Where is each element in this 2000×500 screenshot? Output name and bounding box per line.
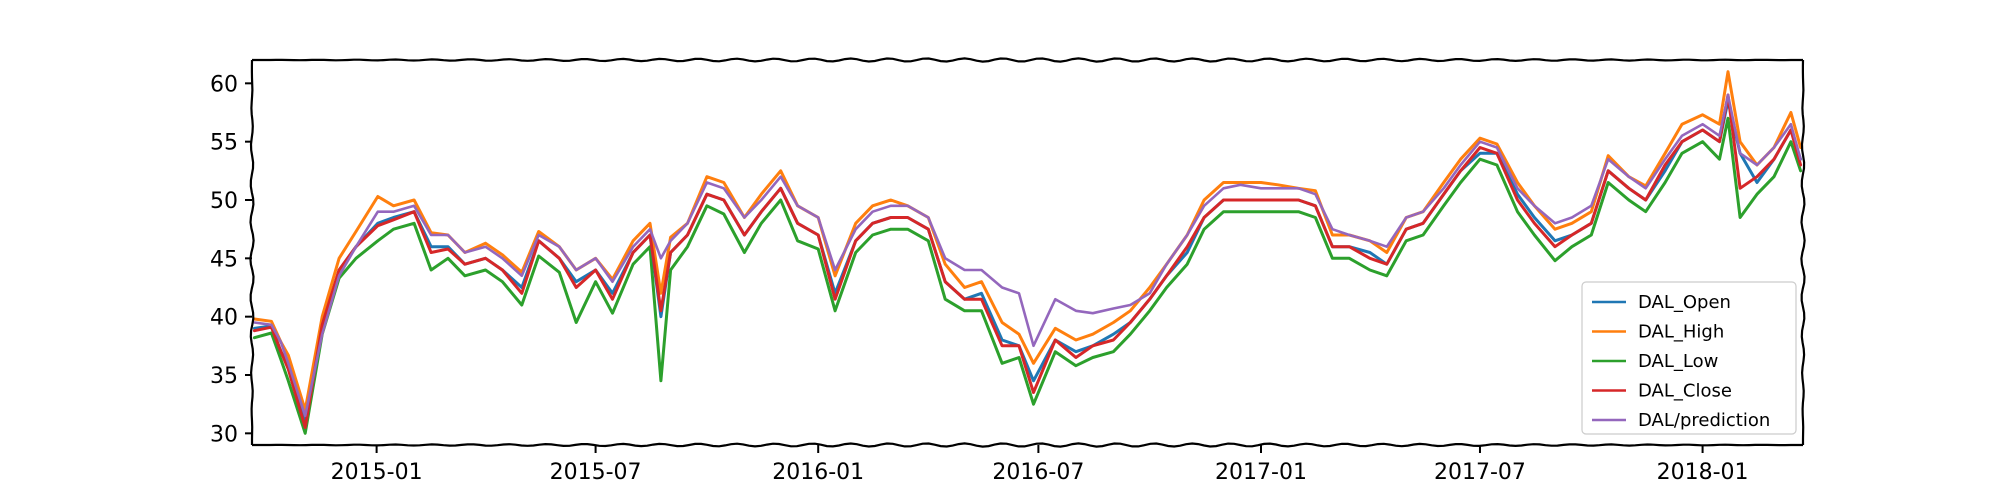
series-line-dal-low	[252, 116, 1803, 435]
legend-label-dal-low: DAL_Low	[1638, 351, 1718, 372]
series-line-dal-prediction	[253, 93, 1802, 418]
legend-label-dal-prediction: DAL/prediction	[1638, 410, 1770, 431]
y-tick-label: 40	[210, 306, 238, 331]
x-tick-label: 2015-07	[550, 460, 642, 485]
y-tick-label: 30	[210, 422, 238, 447]
y-tick-label: 45	[210, 247, 238, 272]
series-line-dal-close	[252, 93, 1803, 429]
legend-label-dal-close: DAL_Close	[1638, 381, 1732, 402]
frame-bottom	[252, 442, 1803, 448]
legend-box	[1581, 281, 1797, 435]
frame-left	[249, 59, 255, 445]
series-layer	[252, 70, 1803, 435]
x-tick-label: 2015-01	[331, 460, 423, 485]
x-tick-label: 2016-07	[992, 460, 1084, 485]
y-tick-label: 60	[210, 72, 238, 97]
y-tick-label: 35	[210, 364, 238, 389]
x-tick-label: 2017-07	[1434, 460, 1526, 485]
x-axis: 2015-01 2015-07 2016-01 2016-07 2017-01 2017-…	[331, 445, 1749, 485]
legend: DAL_Open DAL_High DAL_Low DAL_Close DAL/pred…	[1581, 281, 1797, 435]
y-tick-label: 55	[210, 131, 238, 156]
legend-label-dal-open: DAL_Open	[1638, 292, 1731, 313]
y-tick-label: 50	[210, 189, 238, 214]
frame-right	[1800, 59, 1806, 445]
x-tick-label: 2016-01	[772, 460, 864, 485]
x-tick-label: 2018-01	[1657, 460, 1749, 485]
series-line-dal-high	[252, 70, 1803, 412]
x-tick-label: 2017-01	[1215, 460, 1307, 485]
legend-label-dal-high: DAL_High	[1638, 322, 1724, 343]
y-axis: 30 35 40 45 50 55 60	[210, 72, 252, 447]
plot-frame	[249, 57, 1806, 448]
frame-top	[252, 57, 1803, 63]
